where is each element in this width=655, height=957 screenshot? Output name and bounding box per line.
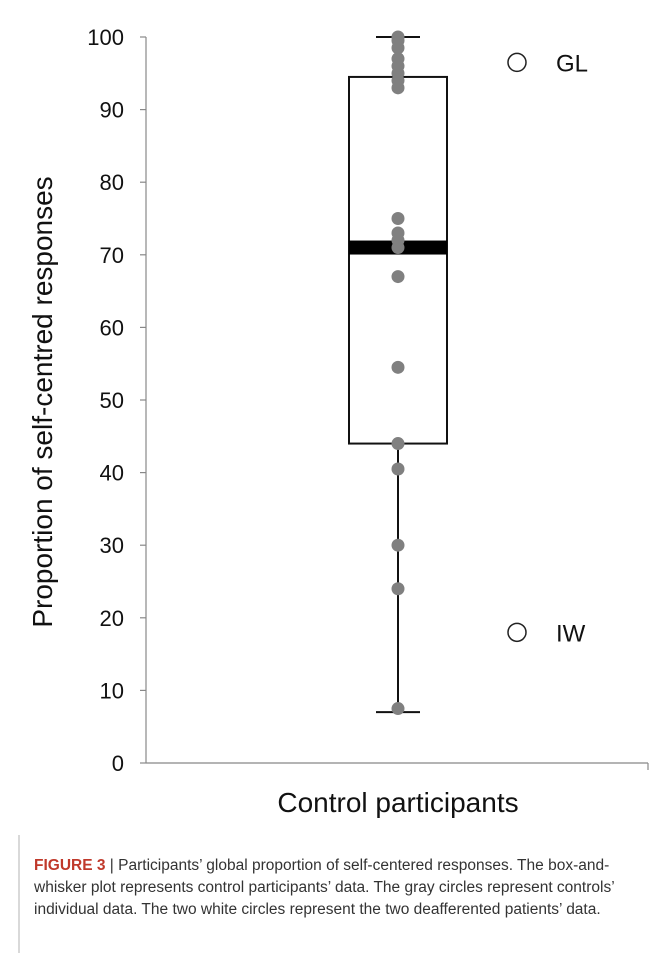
y-tick-label: 20: [100, 606, 124, 631]
patient-label: GL: [556, 50, 588, 77]
y-tick-label: 90: [100, 98, 124, 123]
control-point: [391, 270, 405, 284]
y-axis-title: Proportion of self-centred responses: [27, 176, 58, 627]
patient-label: IW: [556, 620, 586, 647]
y-tick-label: 50: [100, 388, 124, 413]
box-plot: [348, 36, 448, 714]
y-tick-label: 10: [100, 678, 124, 703]
control-point: [391, 538, 405, 552]
figure-label: FIGURE 3: [34, 857, 106, 874]
control-point: [391, 582, 405, 596]
control-point: [391, 241, 405, 255]
y-tick-label: 70: [100, 243, 124, 268]
patient-point: [507, 52, 527, 73]
y-tick-label: 40: [100, 461, 124, 486]
control-point: [391, 462, 405, 476]
interquartile-box: [348, 75, 448, 445]
control-point: [391, 360, 405, 374]
box-plot-chart: 0 10 20 30 40 50 60 70 80 90 100 GL IW Proportion o…: [27, 25, 649, 818]
y-tick-label: 60: [100, 315, 124, 340]
control-point: [391, 702, 405, 716]
control-points: [391, 30, 405, 716]
caption-separator: |: [109, 857, 114, 874]
y-tick-label: 0: [112, 751, 124, 776]
figure-caption: FIGURE 3 | Participants’ global proporti…: [18, 835, 648, 953]
control-point: [391, 212, 405, 225]
x-axis: [146, 762, 649, 770]
y-tick-label: 30: [100, 533, 124, 558]
caption-text: Participants’ global proportion of self-…: [34, 857, 615, 918]
x-axis-title: Control participants: [277, 787, 518, 818]
y-tick-label: 100: [87, 25, 124, 50]
control-point: [391, 437, 405, 451]
patient-points: GL IW: [507, 50, 588, 647]
y-axis: 0 10 20 30 40 50 60 70 80 90 100: [87, 25, 147, 776]
control-point: [391, 81, 405, 95]
control-point: [391, 41, 405, 55]
y-tick-label: 80: [100, 170, 124, 195]
patient-point: [507, 622, 527, 643]
